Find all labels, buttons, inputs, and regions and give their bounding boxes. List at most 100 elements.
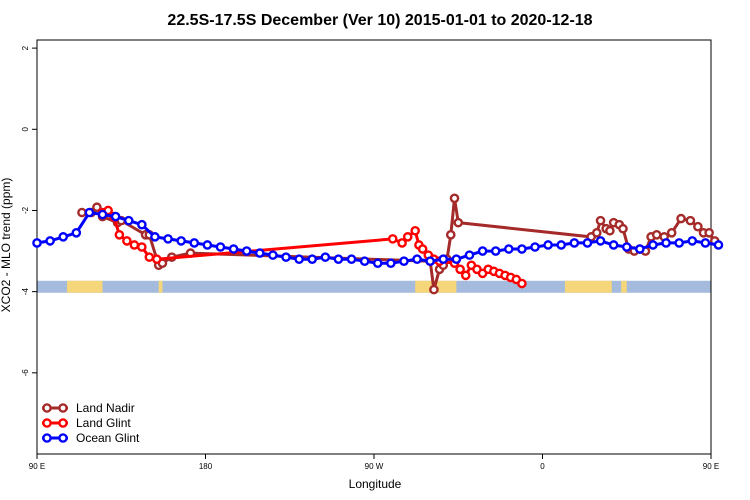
- data-point: [449, 193, 460, 204]
- legend-label: Land Glint: [76, 416, 131, 430]
- data-point: [648, 240, 658, 250]
- data-point: [704, 227, 714, 238]
- data-point: [123, 215, 134, 226]
- data-point: [176, 236, 186, 246]
- data-point: [281, 252, 291, 262]
- data-point: [661, 238, 671, 248]
- data-point: [464, 250, 475, 260]
- data-point: [228, 244, 239, 254]
- data-point: [45, 236, 55, 246]
- data-point: [110, 211, 121, 222]
- data-point: [97, 209, 108, 220]
- legend-item: Land Glint: [42, 416, 131, 430]
- data-point: [241, 246, 252, 256]
- data-point: [425, 256, 435, 267]
- data-point: [144, 252, 155, 262]
- data-point: [621, 242, 632, 252]
- data-point: [189, 238, 200, 248]
- data-point: [591, 227, 602, 238]
- data-point: [129, 240, 140, 250]
- y-tick-label: 0: [21, 127, 30, 132]
- data-point: [215, 242, 226, 252]
- data-point: [543, 240, 553, 250]
- data-point: [114, 230, 125, 240]
- data-point: [687, 236, 698, 246]
- data-point: [410, 225, 420, 236]
- data-point: [595, 215, 606, 226]
- y-tick-label: -6: [21, 369, 30, 377]
- data-point: [137, 242, 147, 252]
- y-tick-label: -4: [21, 288, 30, 296]
- data-point: [152, 254, 162, 264]
- data-point: [399, 256, 409, 267]
- data-point: [359, 256, 370, 267]
- data-point: [455, 264, 465, 275]
- data-point: [32, 238, 42, 248]
- data-point: [92, 202, 102, 213]
- data-point: [556, 240, 567, 250]
- land-band-segment: [564, 280, 612, 293]
- data-point: [412, 254, 422, 264]
- data-point: [137, 219, 147, 230]
- data-point: [397, 238, 407, 248]
- data-point: [402, 232, 413, 242]
- data-point: [58, 232, 69, 242]
- legend-label: Land Nadir: [76, 401, 135, 415]
- legend-label: Ocean Glint: [76, 431, 140, 445]
- data-point: [490, 246, 501, 256]
- x-tick-label: 90 E: [29, 462, 45, 471]
- data-point: [517, 244, 527, 254]
- data-point: [77, 207, 87, 218]
- data-point: [685, 215, 696, 226]
- chart-title: 22.5S-17.5S December (Ver 10) 2015-01-01…: [167, 12, 592, 29]
- ocean-band: [37, 280, 711, 293]
- x-axis: 90 E 180 90 W 0 90 E: [29, 454, 719, 471]
- legend-marker: [58, 418, 68, 428]
- data-point: [294, 254, 304, 264]
- data-point: [372, 258, 383, 269]
- data-point: [387, 234, 398, 244]
- data-point: [503, 244, 514, 254]
- data-point: [651, 230, 662, 240]
- data-point: [163, 234, 173, 244]
- y-axis-title: XCO2 - MLO trend (ppm): [0, 178, 13, 313]
- data-point: [307, 254, 318, 264]
- data-point: [582, 238, 593, 248]
- data-point: [71, 227, 82, 238]
- data-point: [346, 254, 357, 264]
- x-tick-label: 90 W: [365, 462, 384, 471]
- data-point: [453, 217, 464, 228]
- legend-marker: [42, 418, 52, 428]
- data-point: [202, 240, 213, 250]
- land-band-segment: [66, 280, 103, 293]
- y-axis: 2 0 -2 -4 -6: [21, 45, 37, 376]
- data-point: [386, 258, 396, 269]
- data-point: [674, 238, 684, 248]
- data-point: [666, 227, 677, 238]
- data-point: [693, 221, 703, 232]
- land-mask-band: [37, 280, 711, 293]
- data-point: [268, 250, 278, 260]
- data-point: [608, 240, 619, 250]
- data-point: [713, 240, 724, 250]
- x-tick-label: 180: [199, 462, 213, 471]
- data-point: [451, 254, 462, 264]
- data-point: [530, 242, 540, 252]
- legend-marker: [42, 403, 52, 413]
- data-point: [417, 244, 428, 254]
- series-land-glint: [97, 205, 527, 289]
- data-point: [676, 213, 686, 224]
- data-point: [477, 246, 488, 256]
- data-point: [605, 225, 615, 236]
- legend-marker: [58, 403, 68, 413]
- series-ocean-glint: [32, 207, 724, 269]
- data-point: [122, 236, 132, 246]
- data-point: [595, 236, 606, 246]
- data-point: [517, 278, 527, 289]
- land-band-segment: [158, 280, 163, 293]
- data-point: [460, 270, 471, 281]
- series-layer: [32, 193, 724, 295]
- data-point: [429, 284, 439, 295]
- x-axis-title: Longitude: [349, 477, 402, 491]
